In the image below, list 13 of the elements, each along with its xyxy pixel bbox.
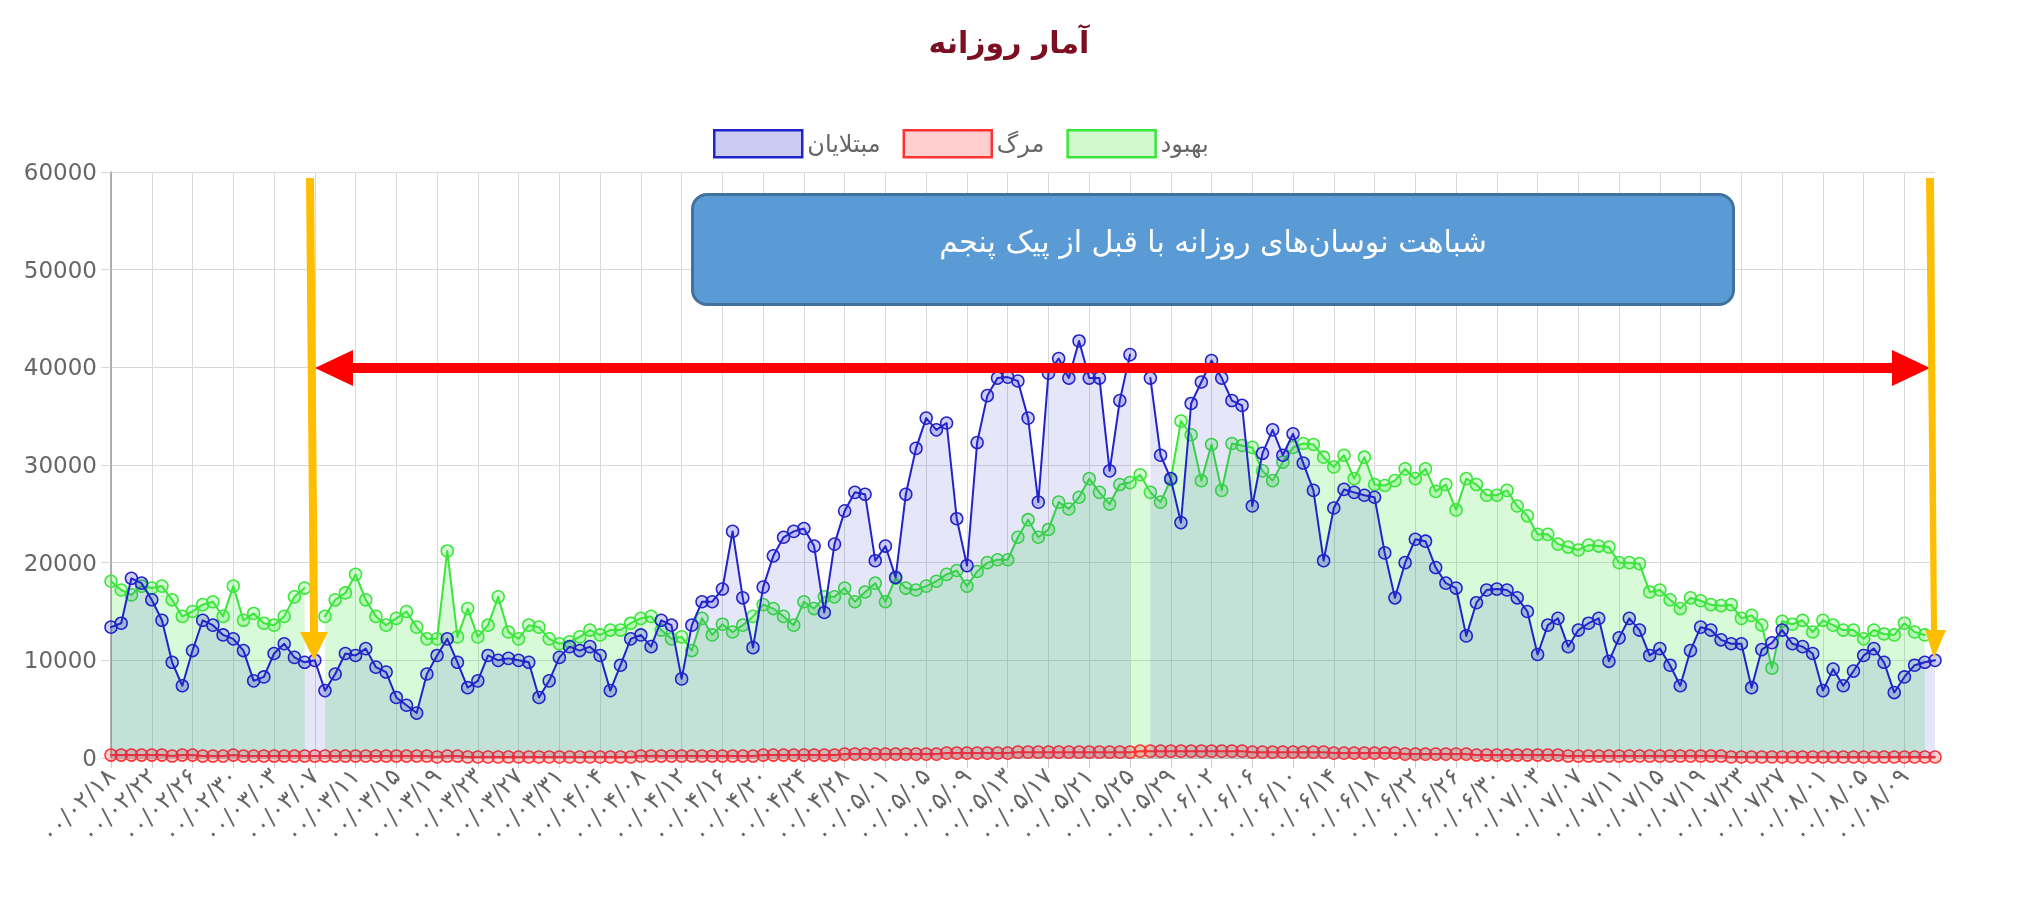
y-tick-label: 10000 <box>23 647 97 674</box>
annotation: شباهت نوسان‌های روزانه با قبل از پیک پنجم <box>939 224 1487 259</box>
chart-title: آمار روزانه <box>928 23 1091 61</box>
y-tick-label: 0 <box>82 745 97 771</box>
y-tick-label: 60000 <box>23 159 97 185</box>
legend-label: بهبود <box>1160 129 1209 158</box>
y-tick-label: 50000 <box>23 256 97 283</box>
y-tick-label: 40000 <box>23 354 97 381</box>
legend-label: مبتلایان <box>807 129 881 158</box>
callout-box: شباهت نوسان‌های روزانه با قبل از پیک پنجم <box>691 193 1735 306</box>
legend-label: مرگ <box>996 129 1045 158</box>
y-tick-label: 30000 <box>23 452 97 478</box>
y-tick-label: 20000 <box>23 549 97 576</box>
